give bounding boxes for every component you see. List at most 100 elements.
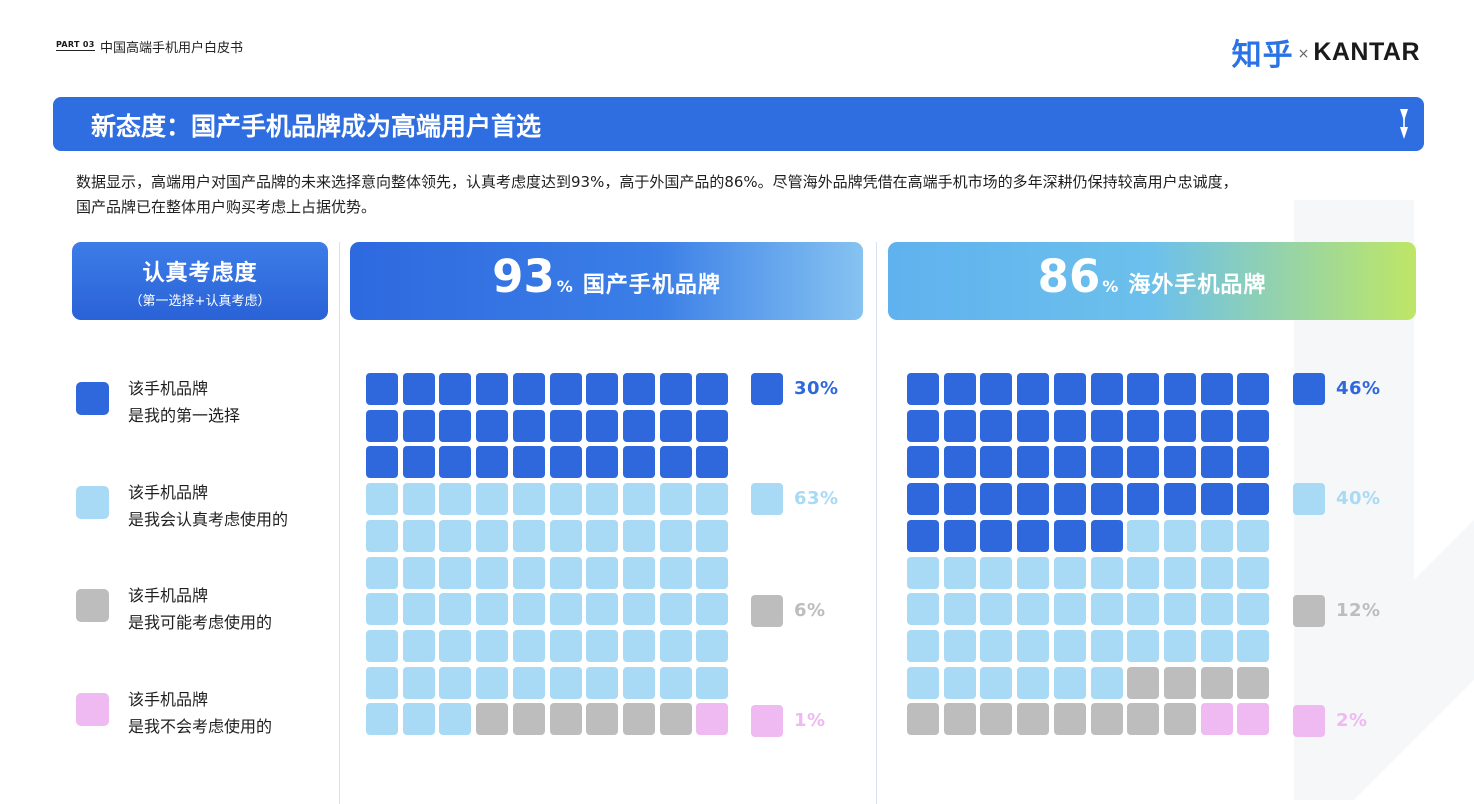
waffle-cell-serious	[366, 593, 398, 626]
waffle-cell-first-choice	[907, 373, 939, 405]
waffle-cell-serious	[512, 483, 545, 516]
legend-line-1: 该手机品牌	[128, 690, 209, 709]
legend-item-first-choice: 该手机品牌 是我的第一选择	[76, 372, 336, 432]
waffle-cell-first-choice	[907, 409, 939, 442]
waffle-cell-first-choice	[476, 446, 509, 479]
waffle-cell-serious	[476, 483, 509, 516]
waffle-cell-serious	[1163, 629, 1196, 662]
waffle-cell-first-choice	[1237, 373, 1270, 405]
waffle-cell-serious	[1017, 629, 1050, 662]
waffle-cell-serious	[1053, 593, 1086, 626]
waffle-cell-maybe	[1017, 703, 1050, 736]
background-watermark	[1294, 200, 1474, 800]
waffle-cell-serious	[366, 483, 398, 516]
value-swatch-not	[1293, 705, 1325, 737]
waffle-cell-serious	[512, 666, 545, 699]
waffle-cell-serious	[512, 519, 545, 552]
waffle-cell-serious	[622, 483, 655, 516]
value-swatch-not	[751, 705, 783, 737]
waffle-cell-first-choice	[1200, 373, 1233, 405]
waffle-cell-serious	[696, 519, 729, 552]
value-label-maybe: 12%	[1336, 600, 1381, 621]
waffle-cell-serious	[907, 556, 939, 589]
description-line-1: 数据显示，高端用户对国产品牌的未来选择意向整体领先，认真考虑度达到93%，高于外…	[76, 173, 1238, 191]
section-title: 新态度：国产手机品牌成为高端用户首选	[91, 112, 542, 141]
legend-line-1: 该手机品牌	[128, 586, 209, 605]
waffle-cell-serious	[586, 593, 619, 626]
waffle-cell-serious	[622, 556, 655, 589]
waffle-cell-first-choice	[1017, 446, 1050, 479]
waffle-cell-serious	[1053, 629, 1086, 662]
waffle-cell-first-choice	[1017, 373, 1050, 405]
waffle-cell-serious	[512, 593, 545, 626]
value-label-not: 1%	[794, 710, 826, 731]
waffle-cell-not	[1200, 703, 1233, 736]
waffle-cell-first-choice	[943, 446, 976, 479]
waffle-cell-maybe	[512, 703, 545, 736]
waffle-cell-maybe	[1200, 666, 1233, 699]
legend-item-serious: 该手机品牌 是我会认真考虑使用的	[76, 476, 336, 536]
waffle-cell-maybe	[1053, 703, 1086, 736]
brand-logo: 知乎 × KANTAR	[1232, 30, 1420, 74]
waffle-cell-first-choice	[659, 446, 692, 479]
waffle-cell-serious	[439, 556, 472, 589]
waffle-cell-first-choice	[1053, 446, 1086, 479]
waffle-cell-serious	[1053, 666, 1086, 699]
panel-value: 93	[492, 250, 555, 303]
waffle-cell-serious	[943, 629, 976, 662]
waffle-cell-first-choice	[943, 483, 976, 516]
waffle-cell-first-choice	[1017, 483, 1050, 516]
waffle-cell-serious	[1017, 593, 1050, 626]
waffle-cell-first-choice	[586, 409, 619, 442]
logo-separator: ×	[1297, 46, 1310, 62]
value-swatch-first-choice	[751, 373, 783, 405]
waffle-cell-first-choice	[586, 446, 619, 479]
waffle-cell-first-choice	[366, 409, 398, 442]
waffle-cell-first-choice	[1127, 409, 1160, 442]
waffle-cell-first-choice	[366, 446, 398, 479]
waffle-cell-serious	[586, 556, 619, 589]
waffle-cell-first-choice	[1053, 483, 1086, 516]
legend-swatch	[76, 382, 109, 415]
waffle-cell-serious	[512, 556, 545, 589]
waffle-cell-serious	[439, 593, 472, 626]
waffle-cell-serious	[512, 629, 545, 662]
waffle-cell-first-choice	[1200, 446, 1233, 479]
value-label-serious: 40%	[1336, 488, 1381, 509]
waffle-cell-serious	[1237, 593, 1270, 626]
waffle-cell-serious	[402, 556, 435, 589]
waffle-cell-first-choice	[366, 373, 398, 405]
waffle-cell-serious	[980, 629, 1013, 662]
value-swatch-first-choice	[1293, 373, 1325, 405]
value-swatch-serious	[1293, 483, 1325, 515]
waffle-cell-serious	[696, 483, 729, 516]
waffle-cell-first-choice	[1127, 446, 1160, 479]
waffle-cell-serious	[943, 666, 976, 699]
waffle-cell-serious	[402, 593, 435, 626]
waffle-cell-serious	[659, 593, 692, 626]
waffle-cell-serious	[476, 629, 509, 662]
waffle-cell-serious	[1090, 556, 1123, 589]
waffle-cell-first-choice	[907, 483, 939, 516]
waffle-cell-serious	[402, 629, 435, 662]
waffle-cell-maybe	[549, 703, 582, 736]
waffle-cell-first-choice	[622, 373, 655, 405]
waffle-cell-serious	[622, 666, 655, 699]
waffle-cell-serious	[1090, 629, 1123, 662]
waffle-cell-serious	[659, 629, 692, 662]
legend-swatch	[76, 589, 109, 622]
waffle-cell-serious	[1017, 556, 1050, 589]
legend-line-2: 是我会认真考虑使用的	[128, 510, 289, 529]
waffle-cell-first-choice	[439, 409, 472, 442]
waffle-cell-serious	[659, 556, 692, 589]
legend-line-2: 是我不会考虑使用的	[128, 717, 273, 736]
panel-value: 86	[1037, 250, 1101, 303]
waffle-cell-first-choice	[402, 446, 435, 479]
waffle-cell-first-choice	[476, 409, 509, 442]
waffle-cell-first-choice	[549, 446, 582, 479]
waffle-cell-serious	[696, 593, 729, 626]
waffle-cell-serious	[476, 519, 509, 552]
value-label-first-choice: 30%	[794, 378, 839, 399]
legend-header-subtitle: （第一选择+认真考虑）	[129, 294, 271, 309]
waffle-cell-first-choice	[907, 519, 939, 552]
